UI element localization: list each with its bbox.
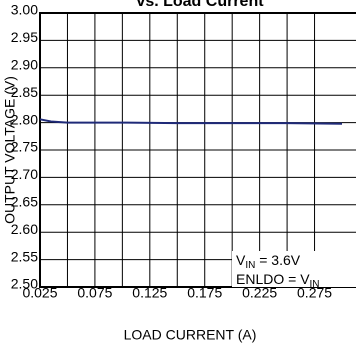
annotation-subscript: IN bbox=[310, 279, 320, 290]
x-tick-label: 0.075 bbox=[77, 285, 112, 301]
annotation: ENLDO = VIN bbox=[236, 271, 320, 290]
annotation-text: V bbox=[236, 252, 246, 268]
y-tick-label: 2.75 bbox=[11, 139, 38, 155]
chart-title: vs. Load Current bbox=[136, 0, 264, 10]
annotation: VIN = 3.6V bbox=[236, 252, 301, 271]
y-tick-label: 2.65 bbox=[11, 194, 38, 210]
y-tick-label: 2.70 bbox=[11, 166, 38, 182]
y-tick-label: 2.85 bbox=[11, 84, 38, 100]
annotation-subscript: IN bbox=[245, 260, 255, 271]
x-tick-label: 0.225 bbox=[242, 285, 277, 301]
y-tick-label: 3.00 bbox=[11, 2, 38, 18]
y-tick-label: 2.50 bbox=[11, 276, 38, 292]
y-tick-label: 2.60 bbox=[11, 221, 38, 237]
plot-frame bbox=[39, 12, 356, 288]
annotation-text: ENLDO = V bbox=[236, 271, 310, 287]
y-axis-label: OUTPUT VOLTAGE (V) bbox=[2, 76, 18, 224]
x-tick-label: 0.275 bbox=[297, 285, 332, 301]
y-tick-label: 2.90 bbox=[11, 57, 38, 73]
x-tick-label: 0.025 bbox=[22, 285, 57, 301]
annotation-text: = 3.6V bbox=[255, 252, 300, 268]
y-tick-label: 2.80 bbox=[11, 111, 38, 127]
x-axis-label: LOAD CURRENT (A) bbox=[124, 327, 257, 343]
annotation-box bbox=[232, 251, 356, 287]
y-tick-label: 2.95 bbox=[11, 29, 38, 45]
y-tick-label: 2.55 bbox=[11, 248, 38, 264]
data-line bbox=[39, 118, 343, 125]
x-tick-label: 0.125 bbox=[132, 285, 167, 301]
x-tick-label: 0.175 bbox=[187, 285, 222, 301]
